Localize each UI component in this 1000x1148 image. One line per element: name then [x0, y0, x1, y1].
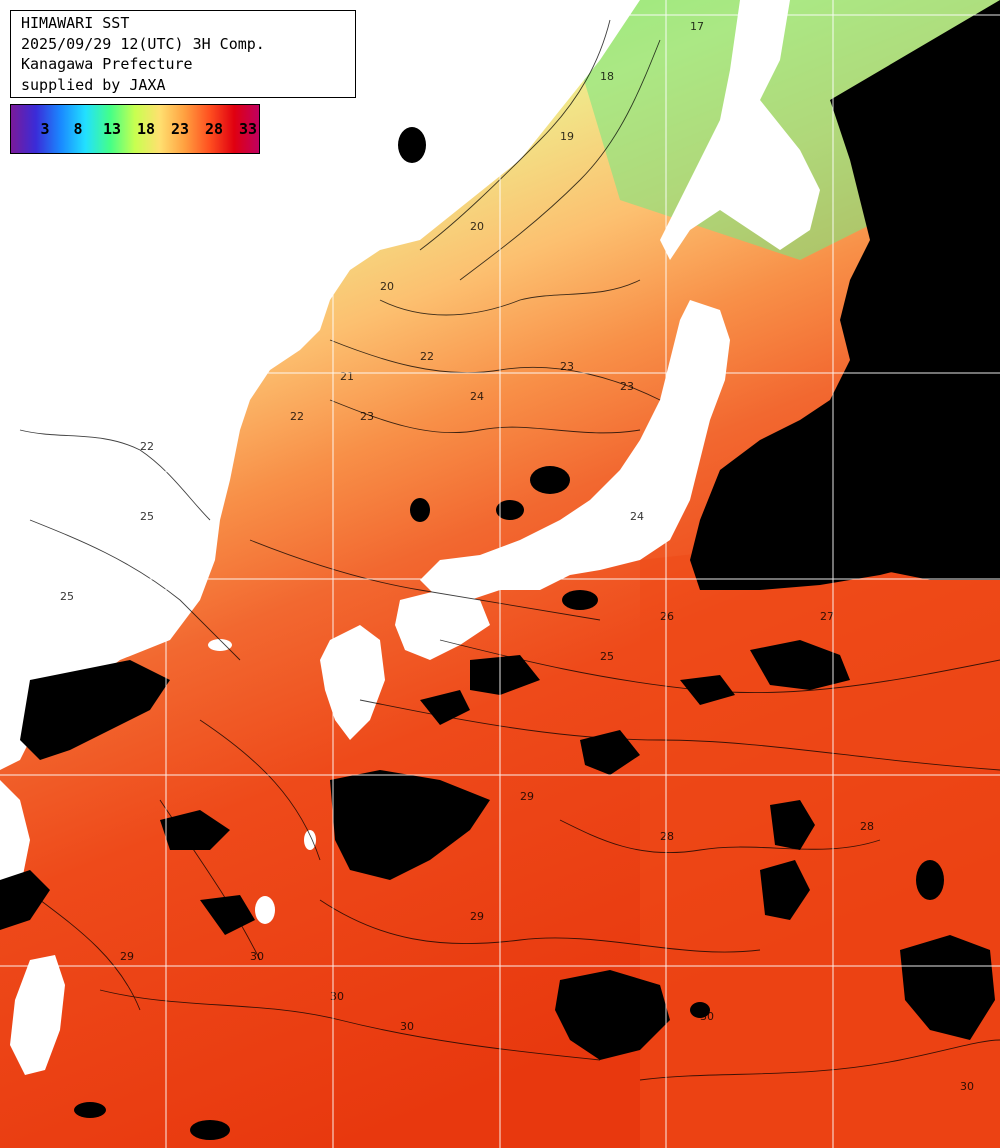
contour-label: 21: [340, 370, 354, 383]
legend-tick-label: 33: [238, 120, 258, 138]
contour-label: 17: [690, 20, 704, 33]
title-line: supplied by JAXA: [21, 75, 166, 94]
cloud-west-2: [160, 810, 230, 850]
legend-tick-label: 13: [102, 120, 122, 138]
land-taiwan: [10, 955, 65, 1075]
legend-tick-label: 23: [170, 120, 190, 138]
cloud-speck: [690, 1002, 710, 1018]
cloud-speck: [190, 1120, 230, 1140]
cloud-east-3: [900, 935, 995, 1040]
contour-label: 22: [290, 410, 304, 423]
contour-label: 28: [660, 830, 674, 843]
contour-label: 26: [660, 610, 674, 623]
contour-label: 30: [250, 950, 264, 963]
title-line: HIMAWARI SST: [21, 14, 130, 32]
contour-label: 30: [700, 1010, 714, 1023]
cloud-southwest: [0, 870, 50, 930]
cloud-speck: [562, 590, 598, 610]
contour-label: 30: [960, 1080, 974, 1093]
contour-label: 30: [400, 1020, 414, 1033]
contour-label: 24: [470, 390, 484, 403]
legend-tick-label: 18: [136, 120, 156, 138]
contour-label: 29: [520, 790, 534, 803]
color-scale-legend: 3 8 13 18 23 28 33: [10, 104, 260, 154]
contour-label: 18: [600, 70, 614, 83]
cloud-speck: [398, 127, 426, 163]
contour-label: 29: [120, 950, 134, 963]
cloud-mid-3: [420, 690, 470, 725]
cloud-east-4: [750, 640, 850, 690]
cloud-speck: [496, 500, 524, 520]
cloud-east-large: [690, 0, 1000, 580]
contour-label: 22: [420, 350, 434, 363]
cloud-east-1: [770, 800, 815, 850]
contour-label: 20: [470, 220, 484, 233]
title-line: 2025/09/29 12(UTC) 3H Comp.: [21, 34, 265, 53]
cloud-east-band: [690, 490, 1000, 590]
contour-label: 30: [330, 990, 344, 1003]
contour-label: 20: [380, 280, 394, 293]
land-honshu: [420, 300, 730, 600]
land-shikoku: [395, 590, 490, 660]
contour-label: 29: [470, 910, 484, 923]
map-title-box: HIMAWARI SST 2025/09/29 12(UTC) 3H Comp.…: [10, 10, 356, 98]
cloud-mid-4: [470, 655, 540, 695]
legend-tick-label: 28: [204, 120, 224, 138]
contour-label: 25: [600, 650, 614, 663]
contour-label: 23: [620, 380, 634, 393]
contour-label: 28: [860, 820, 874, 833]
title-line: Kanagawa Prefecture: [21, 55, 193, 73]
cloud-east-2: [760, 860, 810, 920]
contour-label: 23: [360, 410, 374, 423]
contour-label: 23: [560, 360, 574, 373]
cloud-central-2: [555, 970, 670, 1060]
land-islet: [255, 896, 275, 924]
legend-tick-label: 3: [40, 120, 50, 138]
cloud-west-china: [20, 660, 170, 760]
cloud-speck: [916, 860, 944, 900]
land-kyushu: [320, 625, 385, 740]
land-continent: [0, 0, 640, 770]
contour-label: 22: [140, 440, 154, 453]
land-islet: [208, 639, 232, 651]
cloud-speck: [410, 498, 430, 522]
legend-tick-label: 8: [73, 120, 83, 138]
cloud-speck: [530, 466, 570, 494]
contour-label: 25: [140, 510, 154, 523]
land-hokkaido: [660, 0, 820, 260]
contour-label: 25: [60, 590, 74, 603]
cloud-speck: [74, 1102, 106, 1118]
contour-label: 19: [560, 130, 574, 143]
land-islet: [304, 830, 316, 850]
contour-label: 24: [630, 510, 644, 523]
cloud-mid-1: [580, 730, 640, 775]
cloud-mid-2: [680, 675, 735, 705]
contour-label: 27: [820, 610, 834, 623]
cloud-central-1: [330, 770, 490, 880]
land-masses: [0, 0, 820, 1075]
